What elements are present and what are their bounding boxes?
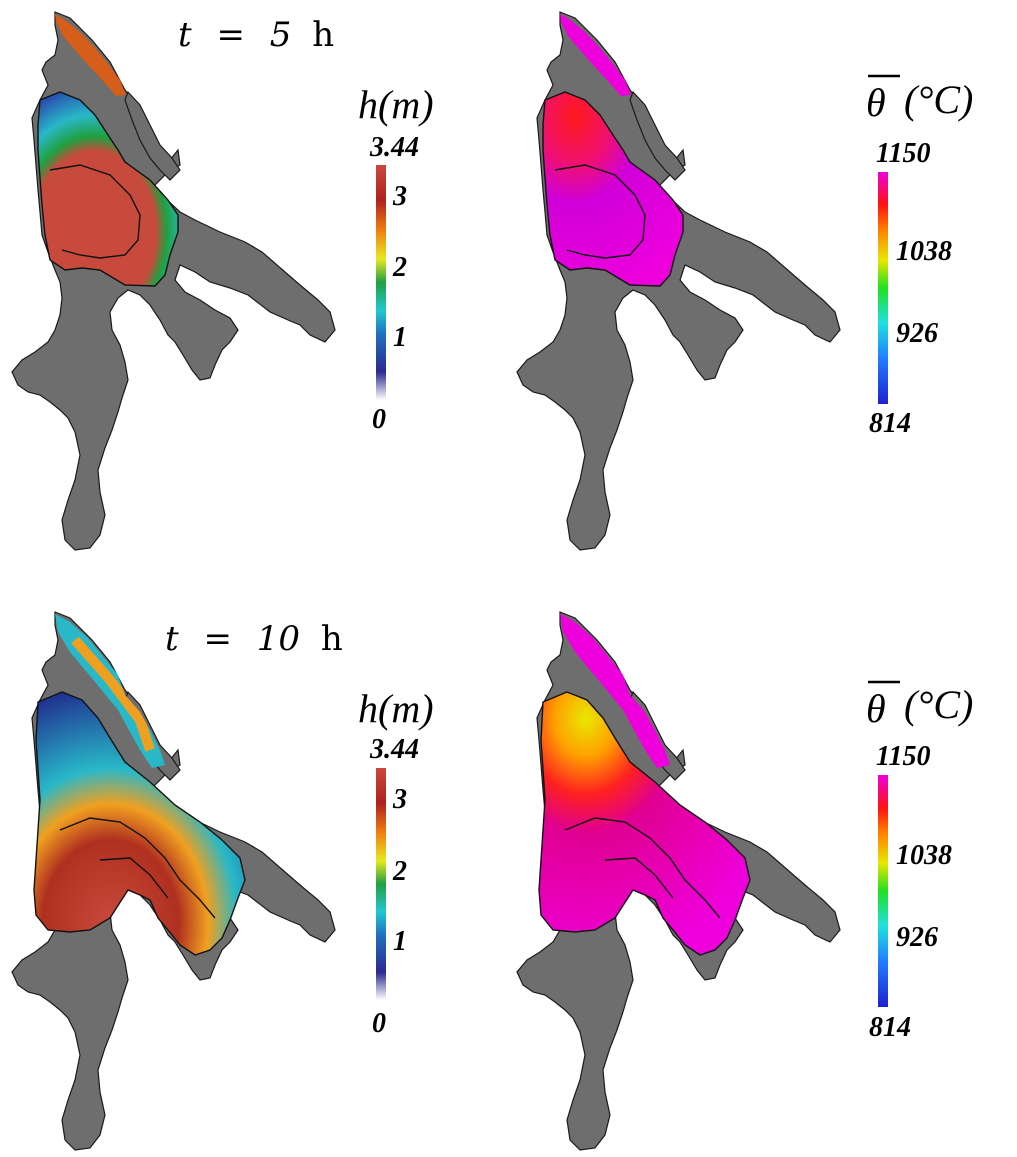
depth-colorbar-gradient xyxy=(376,768,386,1000)
depth-tick: 2 xyxy=(392,252,407,283)
temp-colorbar-unit: (°C) xyxy=(904,682,973,727)
temp-tick: 1150 xyxy=(876,138,930,169)
depth-tick: 2 xyxy=(392,856,407,887)
temp-colorbar-symbol: θ xyxy=(866,686,886,731)
depth-colorbar-max: 3.44 xyxy=(369,132,419,163)
temp-tick: 1150 xyxy=(876,741,930,772)
depth-colorbar-gradient xyxy=(376,165,386,400)
temp-colorbar-t5: θ (°C) 1150 1038 926 814 xyxy=(866,74,973,439)
time-label-t5: t = 5 h xyxy=(178,15,334,55)
temp-colorbar-unit: (°C) xyxy=(904,77,973,122)
depth-colorbar-min: 0 xyxy=(372,404,386,435)
depth-tick: 3 xyxy=(392,784,407,815)
temp-colorbar-gradient xyxy=(878,172,888,404)
time-label-t10: t = 10 h xyxy=(165,619,343,659)
map-depth-t5 xyxy=(11,11,336,551)
temp-colorbar-t10: θ (°C) 1150 1038 926 814 xyxy=(866,680,973,1043)
depth-colorbar-t10: h(m) 3.44 3 2 1 0 xyxy=(358,686,434,1039)
map-depth-t10 xyxy=(11,611,336,1151)
temp-tick: 1038 xyxy=(896,236,952,267)
depth-colorbar-t5: h(m) 3.44 3 2 1 0 xyxy=(358,82,434,435)
map-temp-t10 xyxy=(516,611,841,1151)
temp-colorbar-gradient xyxy=(878,775,888,1007)
temp-tick: 814 xyxy=(869,408,911,439)
map-temp-t5 xyxy=(516,11,841,551)
depth-colorbar-min: 0 xyxy=(372,1008,386,1039)
depth-colorbar-title: h(m) xyxy=(358,686,434,731)
depth-colorbar-title: h(m) xyxy=(358,82,434,127)
temp-tick: 1038 xyxy=(896,840,952,871)
temp-tick: 926 xyxy=(896,318,938,349)
depth-tick: 1 xyxy=(393,926,407,957)
depth-colorbar-max: 3.44 xyxy=(369,734,419,765)
depth-tick: 1 xyxy=(393,322,407,353)
temp-colorbar-symbol: θ xyxy=(866,80,886,125)
temp-tick: 814 xyxy=(869,1012,911,1043)
temp-tick: 926 xyxy=(896,922,938,953)
depth-tick: 3 xyxy=(392,181,407,212)
